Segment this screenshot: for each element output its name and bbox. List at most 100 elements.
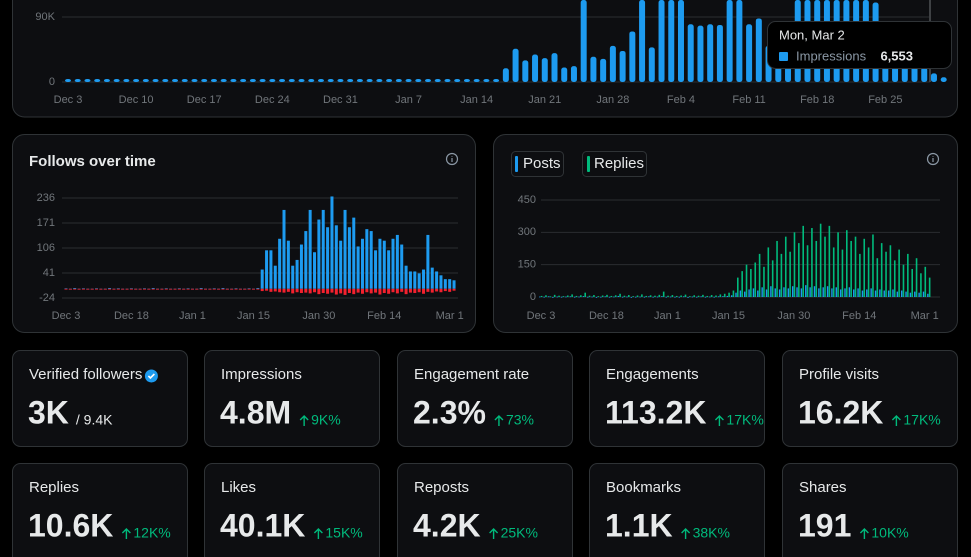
bar — [278, 238, 282, 289]
bar — [430, 267, 434, 289]
bar — [675, 295, 678, 297]
up-arrow — [299, 415, 309, 426]
x-tick-label: Mar 1 — [911, 310, 939, 322]
bar — [77, 288, 81, 290]
bar — [832, 247, 835, 297]
bar — [809, 287, 811, 297]
bar — [630, 297, 633, 298]
bar — [569, 296, 572, 298]
bar — [693, 295, 695, 297]
stat-card[interactable] — [12, 350, 188, 447]
bar — [259, 79, 266, 82]
stat-card[interactable] — [12, 463, 188, 557]
stat-card[interactable] — [589, 350, 765, 447]
bar — [186, 288, 190, 290]
bar — [81, 288, 85, 290]
bar — [601, 295, 604, 297]
stat-card[interactable] — [397, 463, 573, 557]
bar — [512, 48, 519, 82]
bar — [378, 238, 382, 289]
bar — [435, 271, 439, 289]
bar — [709, 296, 711, 298]
stat-card[interactable] — [782, 350, 958, 447]
bar — [365, 288, 369, 293]
bar — [308, 209, 312, 289]
legend-box[interactable] — [582, 151, 647, 177]
bar — [360, 238, 364, 289]
bar — [417, 288, 421, 293]
x-tick-label: Jan 15 — [712, 310, 745, 322]
bar — [697, 295, 700, 297]
bar — [575, 295, 578, 297]
bar — [648, 47, 655, 82]
bar — [352, 288, 356, 295]
bar — [628, 295, 630, 297]
bar — [562, 296, 565, 297]
bar — [405, 79, 412, 82]
posts-panel — [493, 134, 958, 333]
bar — [443, 279, 447, 289]
bar — [667, 295, 669, 297]
info-icon[interactable] — [926, 152, 940, 166]
bar — [552, 297, 554, 298]
bar — [321, 288, 325, 293]
bar — [212, 288, 216, 290]
bar — [870, 288, 872, 297]
bar — [776, 240, 778, 297]
bar — [369, 288, 373, 294]
bar — [841, 249, 844, 297]
stat-card[interactable] — [589, 463, 765, 557]
stat-card[interactable] — [782, 463, 958, 557]
info-icon[interactable] — [445, 152, 459, 166]
bar — [887, 290, 890, 297]
bar — [629, 31, 636, 83]
bar — [251, 288, 255, 290]
bar — [573, 296, 576, 298]
bar — [326, 227, 330, 289]
x-tick-label: Feb 4 — [667, 94, 695, 106]
bar — [86, 288, 90, 290]
bar — [713, 296, 715, 298]
bar — [360, 288, 364, 294]
bar — [317, 288, 321, 295]
stat-card[interactable] — [397, 350, 573, 447]
x-tick-label: Feb 25 — [868, 94, 902, 106]
bar — [439, 288, 443, 293]
bar — [164, 288, 168, 290]
bar — [837, 232, 839, 297]
bar — [770, 286, 772, 297]
bar — [789, 251, 791, 297]
bar — [425, 79, 432, 82]
x-tick-label: Jan 21 — [528, 94, 561, 106]
bar — [129, 288, 133, 290]
bar — [704, 296, 707, 298]
legend-box[interactable] — [511, 151, 564, 177]
legend-label: Replies — [594, 155, 644, 172]
stat-card[interactable] — [204, 463, 380, 557]
bar — [417, 273, 421, 289]
bar — [626, 296, 628, 298]
bar — [327, 79, 334, 82]
bar — [783, 287, 785, 297]
bar — [639, 296, 641, 298]
bar — [930, 73, 937, 82]
bar — [811, 228, 813, 297]
bar — [282, 209, 286, 289]
stat-change: 12K% — [133, 525, 170, 541]
bar — [736, 0, 743, 82]
bar — [689, 296, 691, 297]
stat-label: Bookmarks — [606, 479, 681, 496]
stat-value: 1.1K — [605, 507, 673, 543]
stat-card[interactable] — [204, 350, 380, 447]
bar — [715, 295, 717, 297]
bar — [889, 245, 892, 297]
bar — [726, 295, 728, 297]
bar — [334, 225, 338, 289]
bar — [156, 288, 160, 290]
bar — [571, 294, 573, 297]
bar — [578, 296, 580, 298]
bar — [636, 295, 639, 297]
bar — [719, 294, 722, 297]
bar — [730, 295, 733, 297]
bar — [758, 253, 761, 297]
